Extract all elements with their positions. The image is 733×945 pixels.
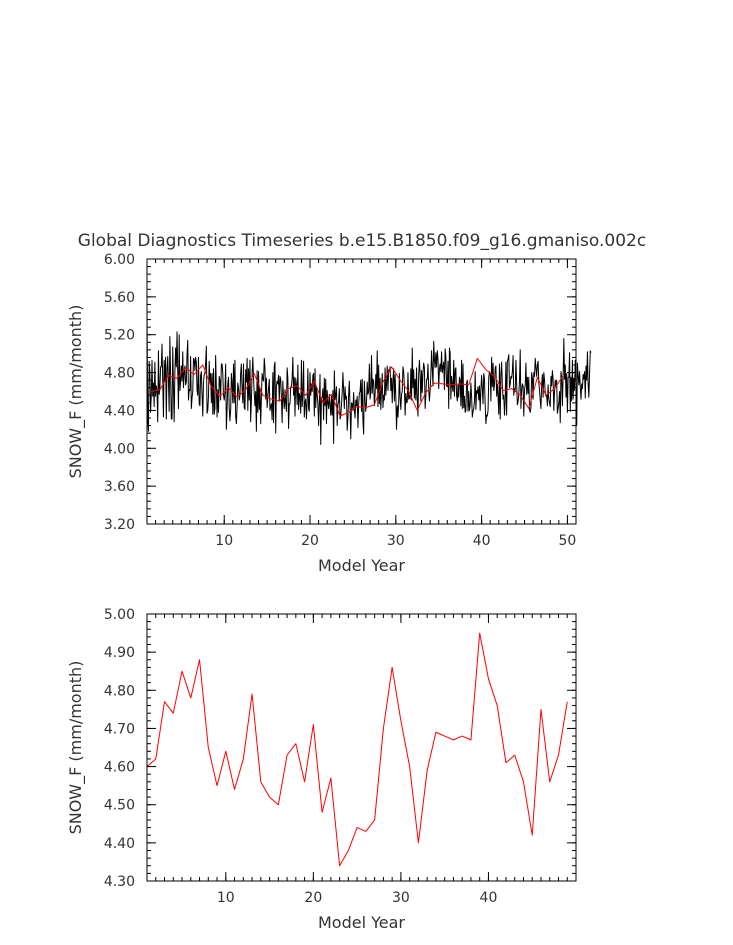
y-tick-label: 5.00: [104, 607, 135, 623]
y-tick-label: 4.30: [104, 874, 135, 890]
x-tick-label: 40: [480, 890, 498, 906]
x-tick-label: 30: [387, 533, 405, 549]
series-line-monthly: [146, 309, 592, 445]
x-tick-label: 20: [301, 533, 319, 549]
y-tick-label: 4.40: [104, 403, 135, 419]
y-axis-title: SNOW_F (mm/month): [66, 661, 86, 835]
monthly-timeseries-panel: 10 20 30 40 50 3.20 3.60 4.00 4.40 4.80 5.20 5.60 6.…: [66, 252, 592, 575]
annual-timeseries-panel: 10 20 30 40 4.30 4.40 4.50 4.60 4.70 4.80 4.90 5.00…: [66, 607, 577, 932]
series-line-annual-mean: [151, 357, 564, 417]
x-axis-title: Model Year: [318, 913, 405, 932]
y-tick-label: 4.80: [104, 366, 135, 382]
y-axis-title: SNOW_F (mm/month): [66, 305, 86, 479]
series-line-annual-mean: [146, 632, 568, 867]
x-tick-label: 20: [304, 890, 322, 906]
y-tick-label: 5.60: [104, 290, 135, 306]
plot-frame: [146, 613, 577, 882]
y-tick-label: 3.20: [104, 517, 135, 533]
y-tick-label: 6.00: [104, 252, 135, 268]
y-tick-label: 4.50: [104, 798, 135, 814]
y-tick-label: 4.60: [104, 760, 135, 776]
y-tick-label: 4.80: [104, 683, 135, 699]
y-tick-label: 4.70: [104, 721, 135, 737]
y-tick-label: 4.90: [104, 645, 135, 661]
y-tick-label: 3.60: [104, 479, 135, 495]
y-tick-label: 4.40: [104, 836, 135, 852]
x-tick-label: 10: [217, 890, 235, 906]
y-tick-label: 4.00: [104, 441, 135, 457]
figure-title: Global Diagnostics Timeseries b.e15.B185…: [78, 231, 646, 251]
x-axis-title: Model Year: [318, 556, 405, 575]
x-tick-label: 50: [559, 533, 577, 549]
x-tick-label: 40: [473, 533, 491, 549]
x-tick-label: 30: [392, 890, 410, 906]
x-tick-label: 10: [215, 533, 233, 549]
y-tick-label: 5.20: [104, 328, 135, 344]
